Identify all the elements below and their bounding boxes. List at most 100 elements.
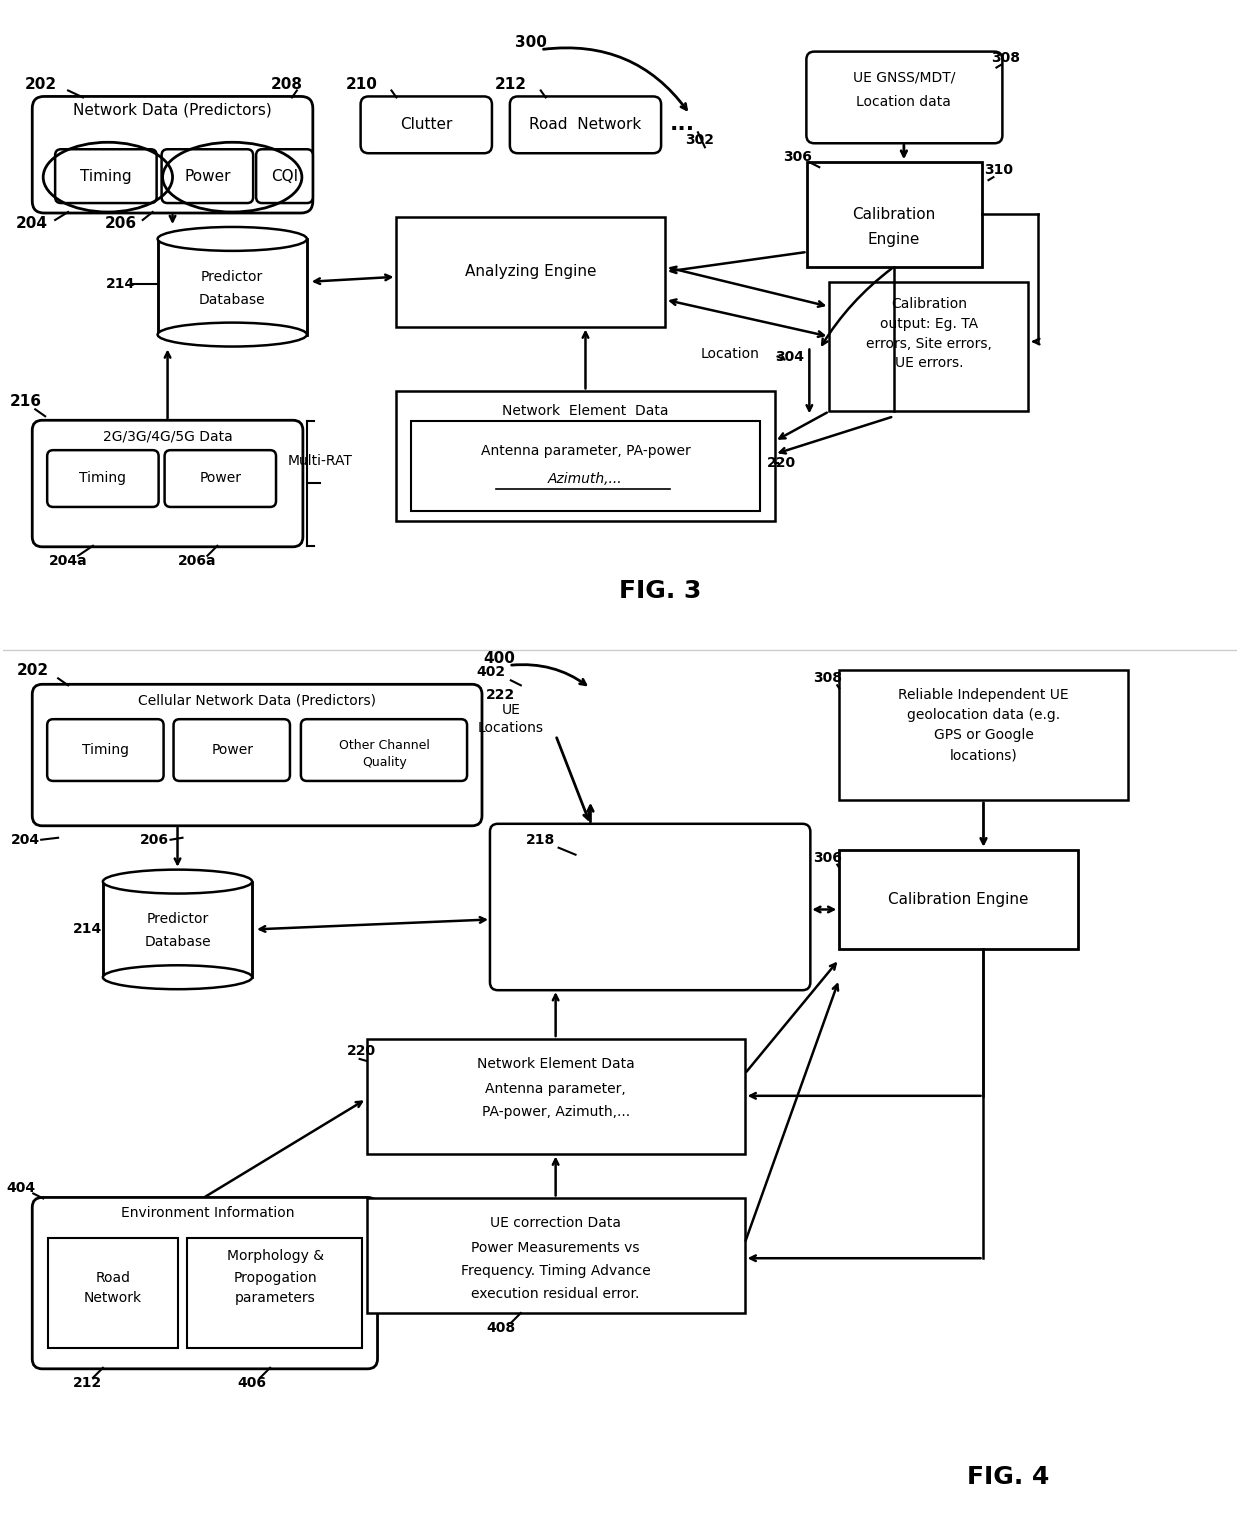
Text: UE: UE bbox=[501, 704, 521, 718]
Text: FIG. 4: FIG. 4 bbox=[967, 1465, 1049, 1489]
Text: PA-power, Azimuth,...: PA-power, Azimuth,... bbox=[481, 1105, 630, 1119]
Text: output: Eg. TA: output: Eg. TA bbox=[879, 317, 978, 330]
Text: Timing: Timing bbox=[79, 470, 126, 486]
Text: Quality: Quality bbox=[362, 756, 407, 768]
Text: Antenna parameter, PA-power: Antenna parameter, PA-power bbox=[481, 444, 691, 458]
Text: 212: 212 bbox=[73, 1376, 103, 1389]
Text: 220: 220 bbox=[766, 456, 796, 470]
Text: 222: 222 bbox=[486, 689, 516, 702]
Text: Location: Location bbox=[701, 346, 759, 361]
Bar bbox=[839, 670, 1127, 799]
Text: execution residual error.: execution residual error. bbox=[471, 1286, 640, 1302]
Text: Reliable Independent UE: Reliable Independent UE bbox=[898, 689, 1069, 702]
Text: Locations: Locations bbox=[477, 721, 544, 735]
Text: 202: 202 bbox=[17, 662, 50, 678]
Text: Analyzing Engine: Analyzing Engine bbox=[465, 264, 596, 280]
Text: 202: 202 bbox=[25, 77, 57, 92]
Text: Clutter: Clutter bbox=[401, 117, 453, 132]
Text: UE GNSS/MDT/: UE GNSS/MDT/ bbox=[853, 71, 955, 85]
Bar bbox=[397, 392, 775, 521]
Text: Propogation: Propogation bbox=[233, 1271, 317, 1285]
Text: Timing: Timing bbox=[81, 169, 131, 183]
Text: 206: 206 bbox=[140, 833, 169, 847]
Text: Database: Database bbox=[198, 292, 265, 307]
Text: Timing: Timing bbox=[82, 742, 129, 758]
Text: Other Channel: Other Channel bbox=[339, 739, 430, 752]
FancyBboxPatch shape bbox=[806, 52, 1002, 143]
Ellipse shape bbox=[157, 323, 306, 346]
Bar bbox=[103, 882, 252, 978]
FancyBboxPatch shape bbox=[490, 824, 811, 990]
Text: Calibration: Calibration bbox=[852, 206, 935, 221]
Bar bbox=[187, 1239, 362, 1348]
Text: 204: 204 bbox=[11, 833, 40, 847]
Text: 402: 402 bbox=[476, 666, 506, 679]
Text: Database: Database bbox=[144, 936, 211, 950]
Text: 304: 304 bbox=[775, 350, 804, 364]
Bar bbox=[367, 1039, 745, 1154]
Text: geolocation data (e.g.: geolocation data (e.g. bbox=[906, 709, 1060, 722]
FancyBboxPatch shape bbox=[301, 719, 467, 781]
Text: Predictor: Predictor bbox=[201, 271, 263, 284]
Text: Network Data (Predictors): Network Data (Predictors) bbox=[73, 103, 272, 118]
Text: UE correction Data: UE correction Data bbox=[490, 1216, 621, 1230]
Text: 218: 218 bbox=[526, 833, 556, 847]
Text: 300: 300 bbox=[515, 35, 547, 51]
Bar bbox=[157, 238, 306, 335]
Text: Power: Power bbox=[200, 470, 242, 486]
Text: Network  Element  Data: Network Element Data bbox=[502, 404, 668, 418]
Text: Multi-RAT: Multi-RAT bbox=[288, 453, 352, 469]
Ellipse shape bbox=[157, 227, 306, 251]
Bar bbox=[48, 1239, 177, 1348]
Text: 220: 220 bbox=[347, 1044, 376, 1057]
Text: 306: 306 bbox=[813, 850, 842, 865]
Text: 214: 214 bbox=[73, 922, 103, 936]
Text: 308: 308 bbox=[812, 672, 842, 686]
Text: 306: 306 bbox=[782, 151, 812, 164]
Text: CQI: CQI bbox=[272, 169, 299, 183]
Text: parameters: parameters bbox=[234, 1291, 315, 1305]
FancyBboxPatch shape bbox=[361, 97, 492, 154]
Text: 212: 212 bbox=[495, 77, 527, 92]
Text: 2G/3G/4G/5G Data: 2G/3G/4G/5G Data bbox=[103, 429, 232, 443]
FancyBboxPatch shape bbox=[55, 149, 156, 203]
Ellipse shape bbox=[103, 870, 252, 893]
Text: FIG. 3: FIG. 3 bbox=[619, 578, 702, 603]
Bar bbox=[830, 281, 1028, 412]
FancyBboxPatch shape bbox=[47, 719, 164, 781]
Text: Environment Information: Environment Information bbox=[120, 1207, 294, 1220]
Text: Morphology &: Morphology & bbox=[227, 1250, 324, 1263]
Text: 206a: 206a bbox=[179, 553, 217, 567]
Text: Road: Road bbox=[95, 1271, 130, 1285]
Text: Calibration: Calibration bbox=[890, 297, 967, 310]
Text: UE errors.: UE errors. bbox=[894, 357, 963, 370]
Text: Power: Power bbox=[184, 169, 231, 183]
Text: Location data: Location data bbox=[857, 95, 951, 109]
Text: Frequency. Timing Advance: Frequency. Timing Advance bbox=[461, 1263, 651, 1279]
Ellipse shape bbox=[103, 965, 252, 990]
Bar bbox=[839, 850, 1078, 950]
Text: Predictor: Predictor bbox=[146, 913, 208, 927]
Text: errors, Site errors,: errors, Site errors, bbox=[866, 337, 992, 350]
FancyBboxPatch shape bbox=[47, 450, 159, 507]
Text: 204: 204 bbox=[15, 217, 47, 232]
Bar bbox=[807, 163, 982, 267]
Text: 408: 408 bbox=[486, 1320, 516, 1336]
FancyBboxPatch shape bbox=[32, 1197, 377, 1369]
Text: 216: 216 bbox=[9, 393, 41, 409]
Text: Road  Network: Road Network bbox=[529, 117, 641, 132]
Text: Engine: Engine bbox=[868, 232, 920, 247]
Text: 308: 308 bbox=[991, 51, 1019, 65]
Text: 208: 208 bbox=[272, 77, 303, 92]
Text: Calibration Engine: Calibration Engine bbox=[888, 891, 1029, 907]
FancyBboxPatch shape bbox=[510, 97, 661, 154]
Text: 302: 302 bbox=[686, 134, 714, 148]
Text: 406: 406 bbox=[238, 1376, 267, 1389]
FancyBboxPatch shape bbox=[32, 420, 303, 547]
Text: Antenna parameter,: Antenna parameter, bbox=[485, 1082, 626, 1096]
FancyBboxPatch shape bbox=[32, 684, 482, 825]
FancyBboxPatch shape bbox=[174, 719, 290, 781]
Text: 404: 404 bbox=[6, 1182, 36, 1196]
Text: 206: 206 bbox=[104, 217, 136, 232]
Text: Cellular Network Data (Predictors): Cellular Network Data (Predictors) bbox=[138, 693, 376, 707]
